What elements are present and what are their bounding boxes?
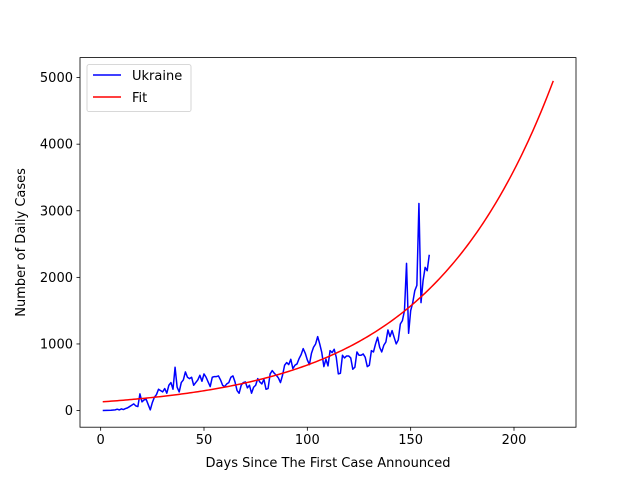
y-axis-label: Number of Daily Cases [14, 168, 29, 317]
x-axis-ticks: 0 50 100 150 200 [97, 427, 527, 448]
y-tick-label: 1000 [40, 337, 73, 352]
legend: Ukraine Fit [86, 64, 192, 112]
y-axis-ticks: 0 1000 2000 3000 4000 5000 [40, 71, 80, 419]
y-tick-label: 5000 [40, 71, 73, 86]
x-tick-label: 200 [502, 433, 527, 448]
x-axis-label: Days Since The First Case Announced [206, 456, 451, 471]
series-line-fit [102, 80, 554, 403]
y-tick-label: 2000 [40, 271, 73, 286]
y-tick-label: 3000 [40, 204, 73, 219]
x-tick-label: 0 [97, 433, 105, 448]
legend-label-ukraine: Ukraine [132, 69, 182, 84]
x-tick-label: 100 [295, 433, 320, 448]
legend-box [86, 64, 192, 112]
data-layer [102, 80, 554, 412]
x-tick-label: 50 [196, 433, 213, 448]
y-tick-label: 0 [65, 404, 73, 419]
plot-frame [79, 57, 577, 428]
legend-label-fit: Fit [132, 91, 147, 106]
y-tick-label: 4000 [40, 138, 73, 153]
x-tick-label: 150 [398, 433, 423, 448]
series-line-ukraine [102, 202, 431, 412]
